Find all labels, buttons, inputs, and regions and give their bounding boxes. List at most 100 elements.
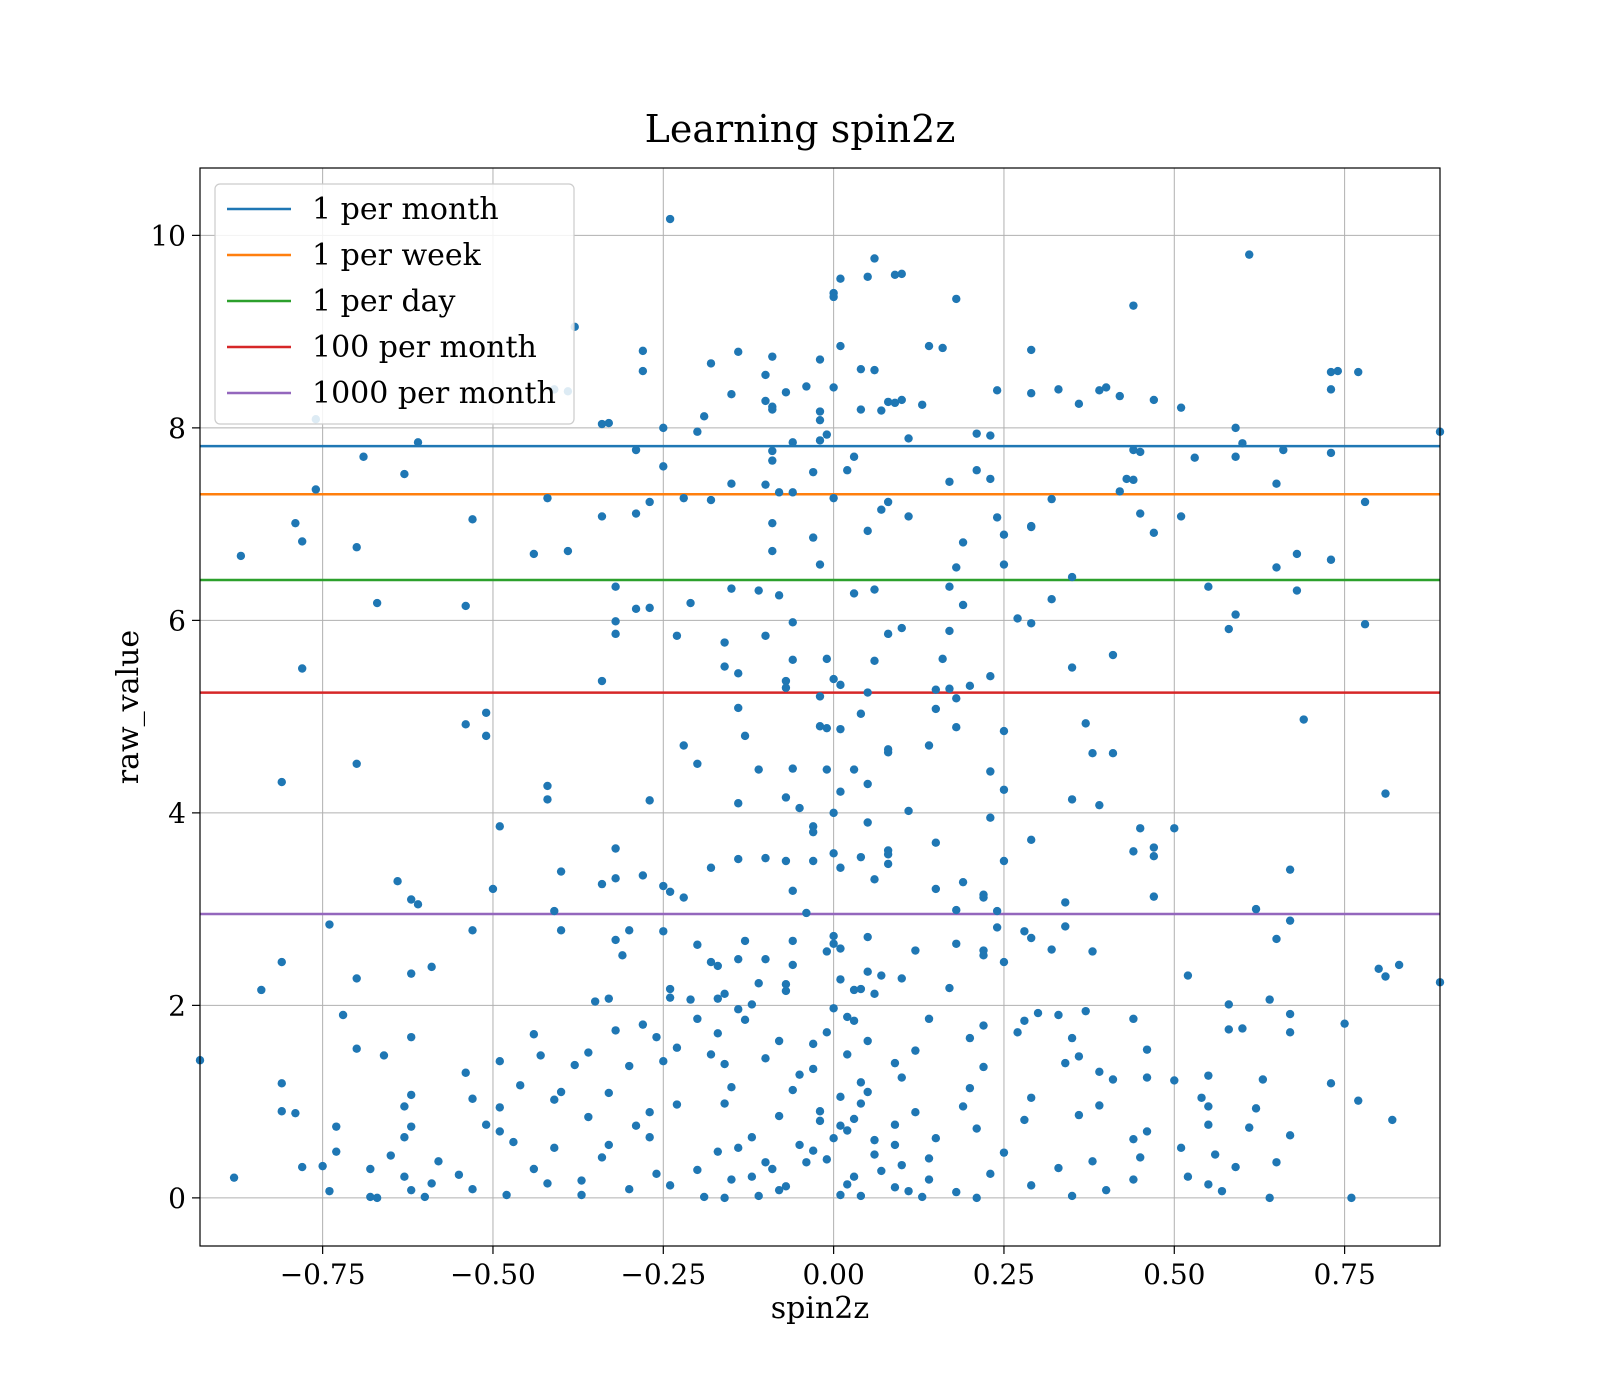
scatter-point <box>713 994 723 1003</box>
scatter-point <box>1013 1028 1022 1037</box>
scatter-point <box>638 1020 648 1029</box>
scatter-point <box>631 1121 641 1130</box>
scatter-point <box>1354 367 1363 377</box>
scatter-point <box>958 600 968 610</box>
scatter-point <box>645 497 654 507</box>
scatter-point <box>897 1073 906 1082</box>
scatter-point <box>829 939 838 948</box>
scatter-point <box>829 383 838 392</box>
scatter-point <box>808 856 818 866</box>
scatter-point <box>1129 847 1138 856</box>
scatter-point <box>461 601 470 611</box>
scatter-point <box>877 971 886 980</box>
scatter-point <box>366 1192 375 1202</box>
scatter-point <box>836 944 845 953</box>
scatter-point <box>1054 385 1063 394</box>
scatter-point <box>1129 1175 1138 1184</box>
scatter-point <box>1326 367 1336 377</box>
scatter-point <box>706 1050 716 1059</box>
scatter-point <box>822 765 832 774</box>
scatter-point <box>1204 1071 1213 1080</box>
scatter-point <box>1231 423 1240 433</box>
scatter-point <box>1190 453 1199 462</box>
scatter-point <box>720 1099 729 1108</box>
scatter-point <box>727 389 736 399</box>
scatter-point <box>734 954 743 964</box>
scatter-point <box>802 382 811 391</box>
scatter-point <box>1027 933 1036 943</box>
scatter-point <box>972 466 981 475</box>
scatter-point <box>849 765 859 774</box>
scatter-point <box>863 1087 872 1097</box>
scatter-point <box>836 680 845 690</box>
scatter-point <box>277 777 286 787</box>
scatter-point <box>693 1014 702 1024</box>
scatter-point <box>856 984 866 994</box>
scatter-point <box>604 418 613 428</box>
scatter-point <box>720 662 729 671</box>
scatter-point <box>665 984 675 994</box>
scatter-point <box>468 926 477 935</box>
scatter-point <box>931 838 941 847</box>
scatter-point <box>870 875 879 884</box>
scatter-point <box>1272 934 1281 944</box>
scatter-point <box>952 1187 961 1197</box>
scatter-point <box>815 355 825 364</box>
data-points <box>195 214 1445 1203</box>
scatter-point <box>393 877 402 886</box>
scatter-point <box>1122 474 1131 484</box>
scatter-point <box>795 1140 804 1150</box>
scatter-point <box>1020 1115 1029 1125</box>
scatter-point <box>659 462 668 471</box>
scatter-point <box>1183 971 1193 980</box>
scatter-point <box>1149 843 1159 852</box>
scatter-point <box>843 1012 852 1022</box>
scatter-point <box>1231 1162 1240 1172</box>
scatter-point <box>407 895 416 904</box>
scatter-point <box>297 537 307 546</box>
scatter-point <box>1088 749 1097 758</box>
scatter-point <box>890 1140 900 1150</box>
scatter-point <box>754 979 763 988</box>
scatter-point <box>706 863 716 872</box>
scatter-point <box>952 905 961 915</box>
scatter-point <box>1115 487 1124 496</box>
scatter-point <box>638 366 648 376</box>
scatter-point <box>856 852 866 862</box>
scatter-point <box>788 655 797 665</box>
scatter-point <box>1142 1073 1152 1082</box>
scatter-point <box>931 685 941 694</box>
scatter-point <box>645 603 654 613</box>
scatter-point <box>577 1176 586 1185</box>
scatter-point <box>1047 494 1056 504</box>
scatter-point <box>516 1081 525 1090</box>
scatter-point <box>836 1121 845 1130</box>
scatter-point <box>904 1186 913 1196</box>
scatter-point <box>325 1186 334 1196</box>
scatter-point <box>843 1180 852 1189</box>
plot-frame <box>199 167 1441 1247</box>
scatter-point <box>1054 1010 1063 1020</box>
scatter-point <box>774 591 784 600</box>
scatter-point <box>768 352 777 361</box>
scatter-point <box>413 438 423 447</box>
scatter-point <box>1095 386 1104 395</box>
scatter-point <box>740 1015 750 1025</box>
scatter-point <box>815 415 825 425</box>
threshold-lines <box>200 444 1440 916</box>
scatter-point <box>849 1016 859 1025</box>
scatter-point <box>747 1133 757 1142</box>
scatter-point <box>1251 1104 1261 1113</box>
scatter-point <box>597 512 607 521</box>
scatter-point <box>372 598 382 608</box>
scatter-point <box>1129 1014 1138 1024</box>
scatter-point <box>1204 1120 1213 1129</box>
scatter-point <box>849 985 859 995</box>
scatter-point <box>659 927 668 936</box>
scatter-point <box>352 759 361 768</box>
scatter-point <box>577 1190 586 1200</box>
scatter-point <box>992 386 1002 395</box>
scatter-point <box>1279 445 1288 455</box>
scatter-point <box>1061 898 1070 907</box>
scatter-point <box>952 563 961 572</box>
